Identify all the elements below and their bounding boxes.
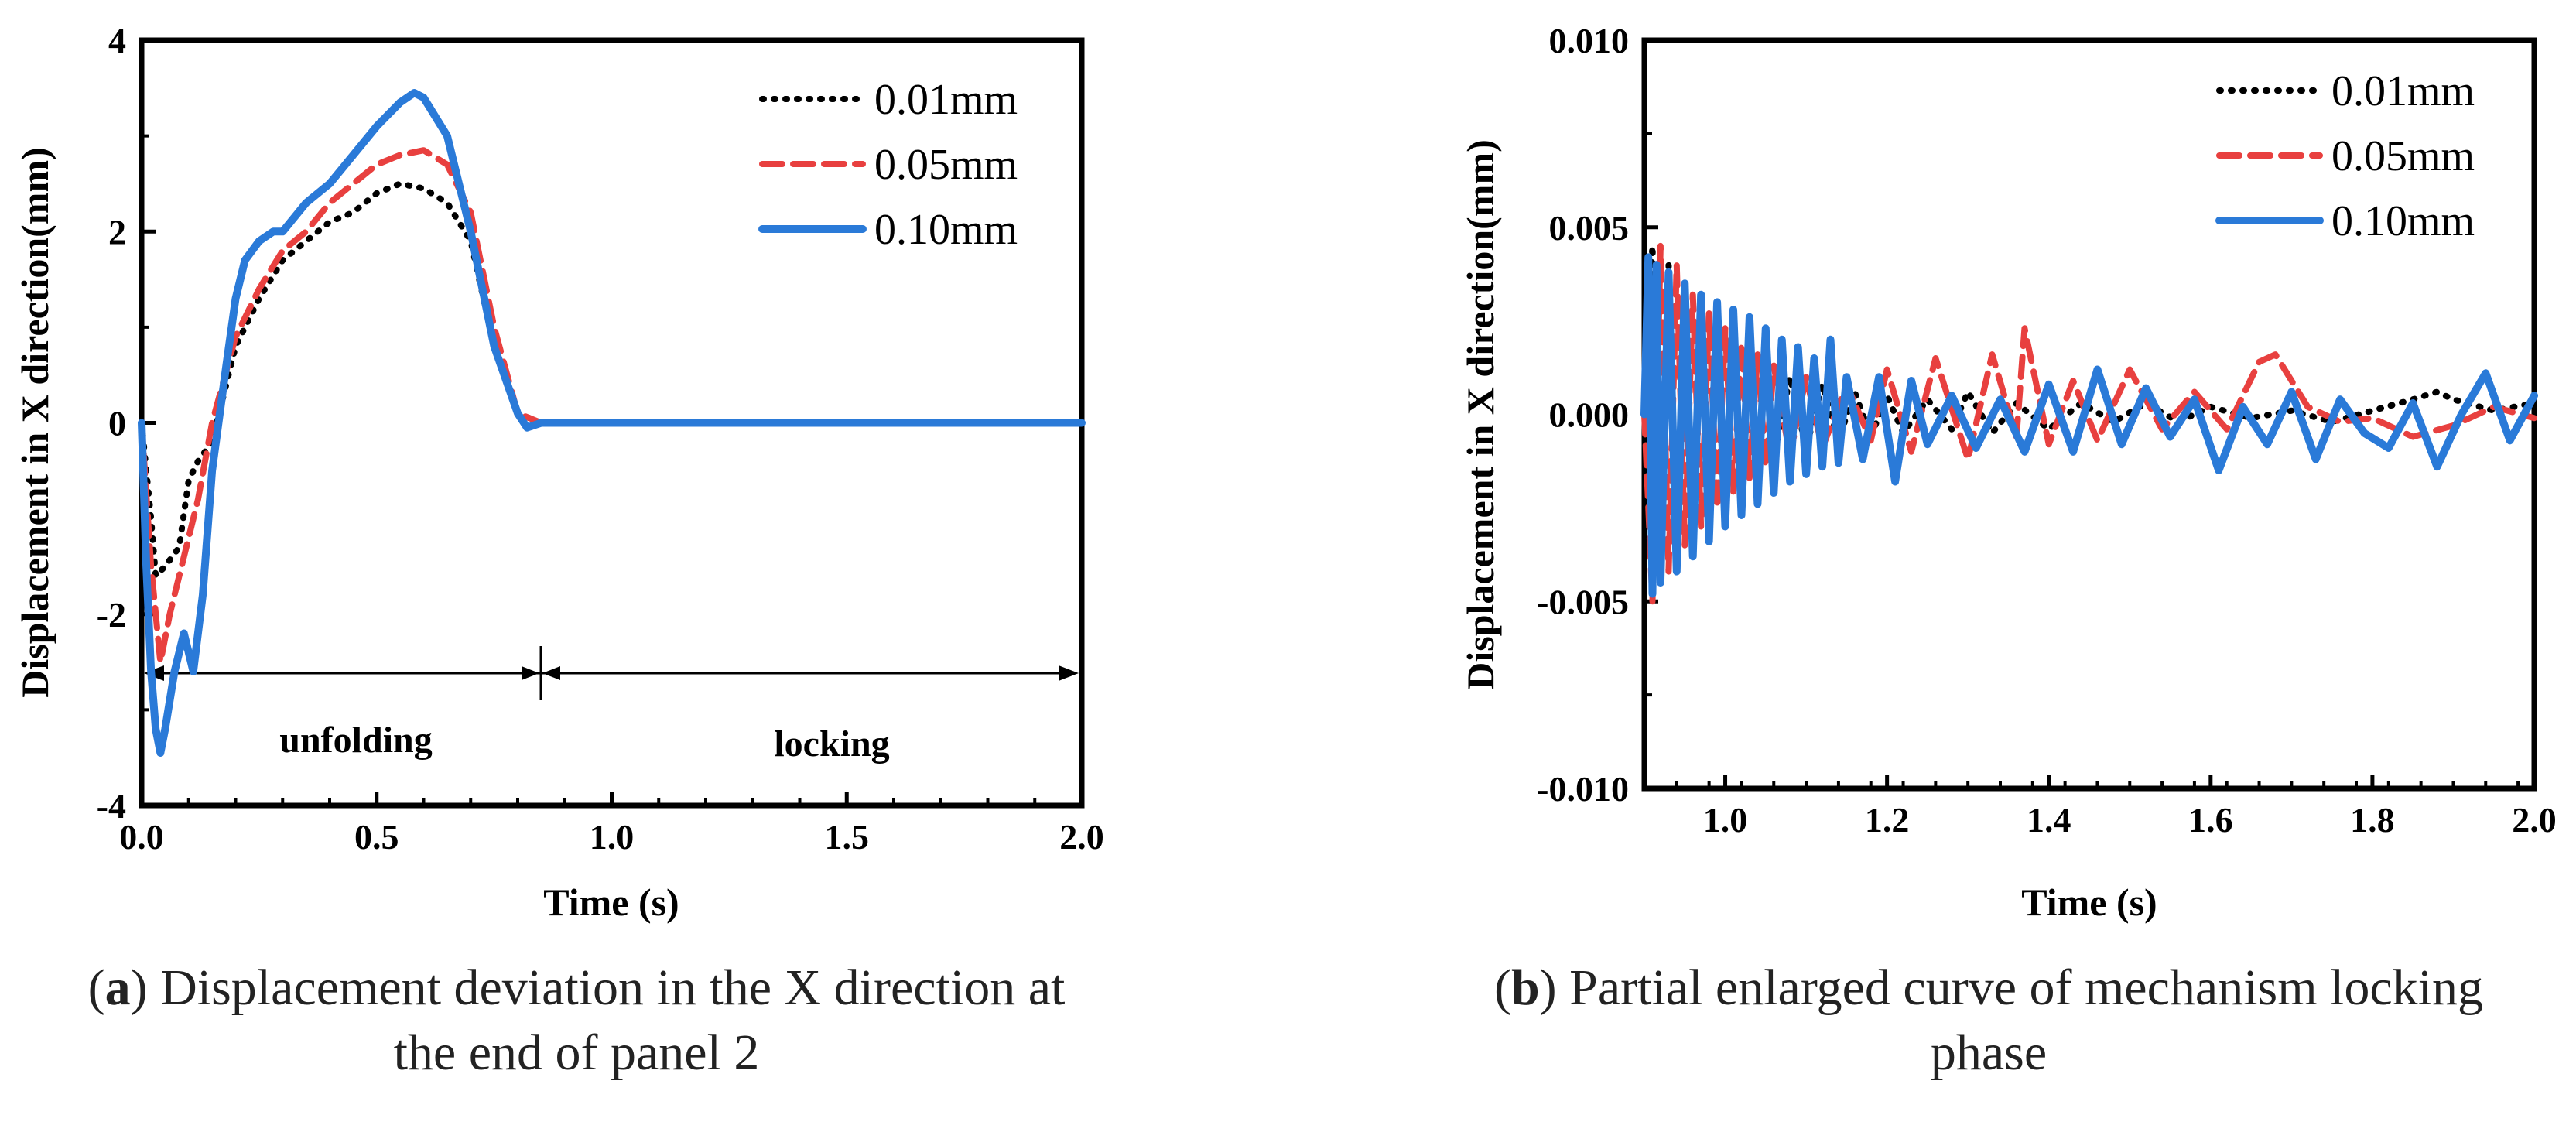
legend-a: 0.01mm 0.05mm 0.10mm xyxy=(758,76,1018,254)
legend-label: 0.10mm xyxy=(2331,197,2475,245)
x-tick-label: 1.8 xyxy=(2350,800,2395,840)
legend-label: 0.01mm xyxy=(2331,67,2475,115)
y-tick-label: -0.010 xyxy=(1537,769,1629,809)
y-tick-label: 2 xyxy=(108,212,126,251)
y-tick-labels-a: -4 -2 0 2 4 xyxy=(97,21,126,826)
y-tick-label: -2 xyxy=(97,595,126,634)
x-tick-labels-a: 0.0 0.5 1.0 1.5 2.0 xyxy=(119,817,1104,857)
phase-annotation-a: unfolding locking xyxy=(144,646,1079,764)
caption-b-text: Partial enlarged curve of mechanism lock… xyxy=(1569,959,2484,1081)
legend-label: 0.05mm xyxy=(2331,132,2475,180)
y-tick-label: -0.005 xyxy=(1537,582,1629,621)
series-group-b xyxy=(1640,242,2538,605)
phase-arrowhead-right xyxy=(1059,665,1079,681)
y-tick-label: 0.005 xyxy=(1549,208,1630,248)
x-tick-label: 1.6 xyxy=(2188,800,2233,840)
series-line-0-10mm xyxy=(1640,253,2538,598)
legend-b: 0.01mm 0.05mm 0.10mm xyxy=(2215,67,2475,245)
y-tick-label: 0.000 xyxy=(1549,395,1630,435)
phase-label-locking: locking xyxy=(774,723,889,764)
caption-b: (b) Partial enlarged curve of mechanism … xyxy=(1493,959,2484,1081)
caption-a: (a) Displacement deviation in the X dire… xyxy=(87,959,1066,1081)
legend-label: 0.10mm xyxy=(874,206,1018,254)
y-tick-label: -4 xyxy=(97,786,126,826)
chart-panel-b: 1.0 1.2 1.4 1.6 1.8 2.0 -0.010 -0.005 0.000 0.00… xyxy=(1459,21,2557,924)
x-tick-label: 1.4 xyxy=(2027,800,2071,840)
x-axis-title-a: Time (s) xyxy=(543,881,679,924)
series-line-0-10mm xyxy=(138,89,1086,757)
series-group-a xyxy=(138,89,1086,757)
y-tick-label: 0 xyxy=(108,404,126,443)
legend-label: 0.01mm xyxy=(874,76,1018,124)
x-tick-label: 2.0 xyxy=(2512,800,2557,840)
x-tick-label: 1.5 xyxy=(825,817,870,857)
x-tick-label: 1.0 xyxy=(1703,800,1748,840)
phase-label-unfolding: unfolding xyxy=(279,720,432,761)
x-tick-label: 1.2 xyxy=(1865,800,1910,840)
x-axis-title-b: Time (s) xyxy=(2021,881,2157,924)
y-axis-title-a: Displacement in X direction(mm) xyxy=(13,147,56,697)
phase-arrowhead-mid-right xyxy=(542,666,560,680)
phase-arrowhead-mid-left xyxy=(522,666,539,680)
y-tick-label: 0.010 xyxy=(1549,21,1630,60)
y-tick-labels-b: -0.010 -0.005 0.000 0.005 0.010 xyxy=(1537,21,1629,809)
x-tick-label: 0.5 xyxy=(354,817,399,857)
caption-a-text: Displacement deviation in the X directio… xyxy=(160,959,1066,1081)
legend-label: 0.05mm xyxy=(874,141,1018,189)
y-axis-title-b: Displacement in X direction(mm) xyxy=(1459,139,1502,689)
caption-b-letter: b xyxy=(1510,959,1540,1016)
x-tick-labels-b: 1.0 1.2 1.4 1.6 1.8 2.0 xyxy=(1703,800,2557,840)
x-tick-label: 0.0 xyxy=(119,817,164,857)
x-tick-label: 1.0 xyxy=(590,817,635,857)
caption-a-letter: a xyxy=(104,959,131,1016)
chart-panel-a: 0.0 0.5 1.0 1.5 2.0 -4 -2 0 2 4 unfolding lockin… xyxy=(13,21,1104,924)
x-tick-label: 2.0 xyxy=(1059,817,1104,857)
y-tick-label: 4 xyxy=(108,21,126,60)
